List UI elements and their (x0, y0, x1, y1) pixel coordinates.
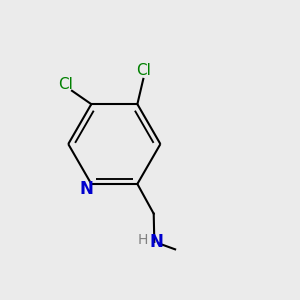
Text: Cl: Cl (58, 77, 74, 92)
Text: H: H (138, 233, 148, 248)
Text: N: N (80, 180, 94, 198)
Text: N: N (150, 233, 164, 251)
Text: Cl: Cl (136, 63, 151, 78)
